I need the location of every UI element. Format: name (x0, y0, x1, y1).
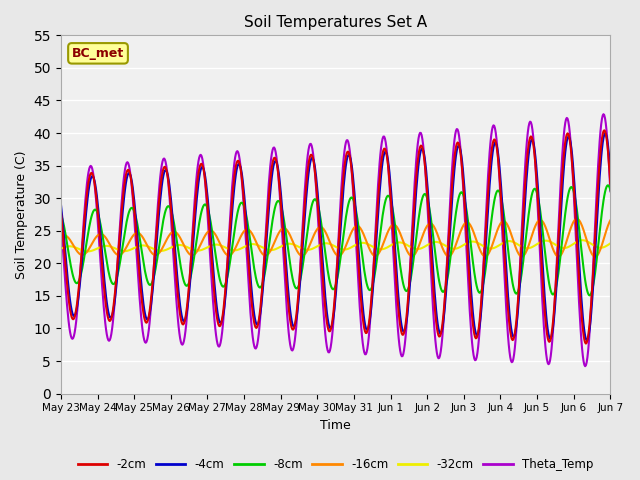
-2cm (57, 208, 65, 214)
-2cm (179, 322, 187, 327)
-16cm (591, 254, 599, 260)
-2cm (209, 265, 216, 271)
Theta_Temp (124, 159, 131, 165)
-2cm (419, 145, 426, 151)
Y-axis label: Soil Temperature (C): Soil Temperature (C) (15, 150, 28, 279)
-8cm (586, 292, 593, 298)
-4cm (124, 173, 131, 179)
Text: BC_met: BC_met (72, 47, 124, 60)
Line: -8cm: -8cm (61, 185, 611, 295)
Line: -16cm: -16cm (61, 219, 611, 257)
-4cm (601, 131, 609, 136)
-8cm (124, 215, 131, 221)
-2cm (582, 341, 589, 347)
-4cm (403, 320, 410, 326)
-4cm (419, 146, 426, 152)
-8cm (604, 182, 612, 188)
-4cm (583, 337, 591, 343)
Theta_Temp (419, 136, 426, 142)
Theta_Temp (209, 287, 216, 292)
-16cm (573, 216, 580, 222)
-16cm (209, 228, 216, 234)
-32cm (84, 249, 92, 254)
-8cm (607, 187, 614, 193)
-2cm (124, 168, 131, 173)
Title: Soil Temperatures Set A: Soil Temperatures Set A (244, 15, 427, 30)
-8cm (419, 195, 426, 201)
Theta_Temp (581, 363, 589, 369)
Theta_Temp (179, 341, 187, 347)
-4cm (607, 169, 614, 175)
Line: -2cm: -2cm (61, 130, 611, 344)
X-axis label: Time: Time (320, 419, 351, 432)
-8cm (67, 263, 75, 269)
Theta_Temp (67, 333, 75, 339)
Line: Theta_Temp: Theta_Temp (61, 114, 611, 366)
-2cm (600, 127, 608, 133)
-4cm (179, 318, 187, 324)
-16cm (179, 241, 187, 247)
-32cm (578, 237, 586, 243)
-8cm (403, 288, 410, 294)
-4cm (57, 201, 65, 207)
Line: -4cm: -4cm (61, 133, 611, 340)
-32cm (180, 243, 188, 249)
-16cm (57, 234, 65, 240)
-32cm (124, 248, 132, 253)
-32cm (607, 240, 614, 246)
-32cm (403, 242, 411, 248)
-2cm (67, 311, 75, 317)
-32cm (209, 242, 217, 248)
-16cm (607, 217, 614, 223)
-16cm (124, 242, 131, 248)
-4cm (67, 303, 75, 309)
-16cm (403, 246, 410, 252)
-2cm (403, 315, 410, 321)
-8cm (209, 229, 216, 235)
Legend: -2cm, -4cm, -8cm, -16cm, -32cm, Theta_Temp: -2cm, -4cm, -8cm, -16cm, -32cm, Theta_Te… (73, 453, 598, 476)
-16cm (67, 238, 75, 244)
-32cm (57, 246, 65, 252)
-8cm (57, 211, 65, 217)
-2cm (607, 180, 614, 186)
-4cm (209, 252, 216, 258)
-32cm (419, 245, 427, 251)
Theta_Temp (607, 189, 614, 194)
Theta_Temp (57, 218, 65, 224)
Theta_Temp (403, 325, 410, 331)
-32cm (67, 243, 75, 249)
-16cm (419, 234, 426, 240)
-8cm (179, 276, 187, 282)
Theta_Temp (600, 111, 607, 117)
Line: -32cm: -32cm (61, 240, 611, 252)
